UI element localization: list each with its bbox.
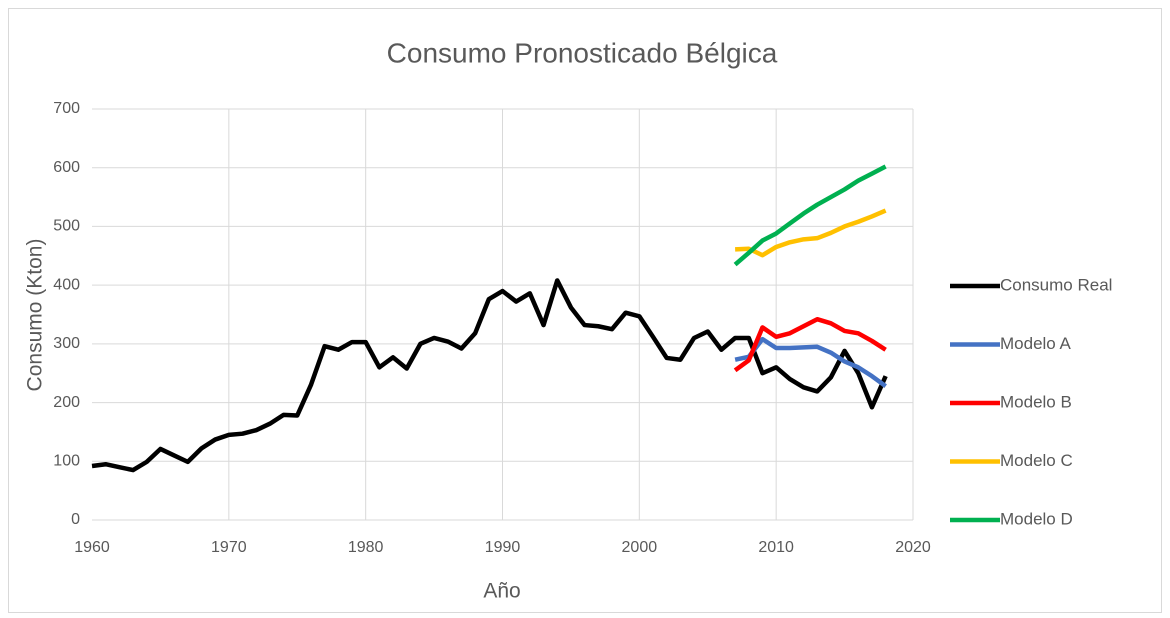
x-tick-label: 2000 bbox=[622, 539, 658, 556]
y-tick-label: 700 bbox=[53, 100, 80, 117]
y-tick-label: 400 bbox=[53, 276, 80, 293]
series-line bbox=[733, 164, 887, 267]
y-axis-title: Consumo (Kton) bbox=[24, 239, 47, 392]
y-tick-label: 600 bbox=[53, 159, 80, 176]
chart-title: Consumo Pronosticado Bélgica bbox=[387, 37, 778, 68]
y-tick-label: 500 bbox=[53, 218, 80, 235]
x-axis-title: Año bbox=[483, 580, 520, 603]
series-line bbox=[735, 208, 887, 258]
x-tick-label: 2020 bbox=[895, 539, 931, 556]
x-tick-label: 1990 bbox=[485, 539, 521, 556]
x-tick-label: 2010 bbox=[758, 539, 794, 556]
legend-label: Modelo B bbox=[1000, 392, 1072, 411]
y-tick-label: 100 bbox=[53, 453, 80, 470]
series-line bbox=[734, 336, 887, 388]
x-tick-label: 1970 bbox=[211, 539, 247, 556]
y-tick-label: 300 bbox=[53, 335, 80, 352]
series-line bbox=[733, 316, 887, 373]
legend-label: Modelo A bbox=[1000, 334, 1072, 353]
x-tick-label: 1980 bbox=[348, 539, 384, 556]
legend-label: Consumo Real bbox=[1000, 275, 1112, 294]
x-tick-label: 1960 bbox=[74, 539, 110, 556]
y-tick-label: 0 bbox=[71, 511, 80, 528]
legend-label: Modelo C bbox=[1000, 451, 1073, 470]
y-tick-label: 200 bbox=[53, 394, 80, 411]
legend-label: Modelo D bbox=[1000, 509, 1073, 528]
